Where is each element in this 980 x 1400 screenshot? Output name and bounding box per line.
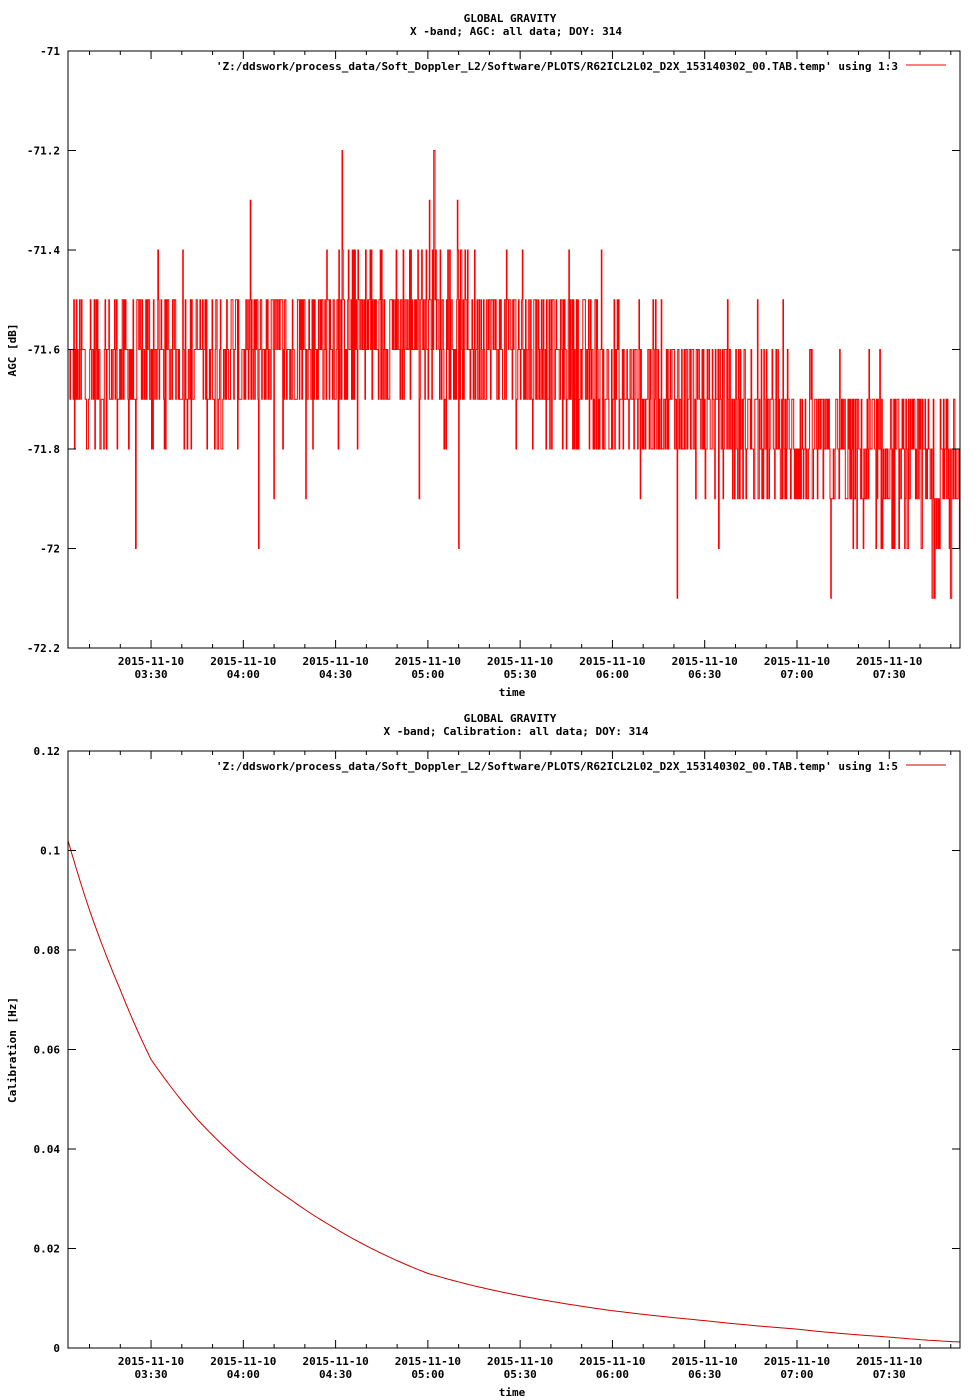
x-tick-date: 2015-11-10 <box>856 655 922 668</box>
calibration-plot-frame <box>67 750 961 1349</box>
y-tick-label: 0.06 <box>34 1044 61 1057</box>
x-tick-date: 2015-11-10 <box>210 1355 276 1368</box>
x-tick-date: 2015-11-10 <box>302 1355 368 1368</box>
y-tick-label: 0.12 <box>34 745 61 758</box>
x-tick-time: 05:00 <box>411 1368 444 1381</box>
x-tick-date: 2015-11-10 <box>487 1355 553 1368</box>
y-tick-label: -71.2 <box>27 145 60 158</box>
x-tick-time: 04:30 <box>319 1368 352 1381</box>
x-tick-date: 2015-11-10 <box>302 655 368 668</box>
x-tick-time: 03:30 <box>134 1368 167 1381</box>
x-tick-date: 2015-11-10 <box>487 655 553 668</box>
calibration-chart: GLOBAL GRAVITY X -band; Calibration: all… <box>6 712 961 1399</box>
x-tick-date: 2015-11-10 <box>764 655 830 668</box>
y-tick-label: 0 <box>53 1342 60 1355</box>
agc-plot-frame <box>67 50 961 649</box>
x-tick-date: 2015-11-10 <box>118 1355 184 1368</box>
agc-chart: GLOBAL GRAVITY X -band; AGC: all data; D… <box>6 12 961 699</box>
x-tick-date: 2015-11-10 <box>672 1355 738 1368</box>
calibration-chart-xlabel: time <box>499 1386 526 1399</box>
agc-chart-ylabel: AGC [dB] <box>6 324 19 377</box>
y-tick-label: -71.4 <box>27 244 60 257</box>
x-tick-time: 07:30 <box>873 668 906 681</box>
x-tick-time: 04:00 <box>227 668 260 681</box>
calibration-legend-label: 'Z:/ddswork/process_data/Soft_Doppler_L2… <box>216 760 898 773</box>
x-tick-time: 06:00 <box>596 1368 629 1381</box>
x-tick-time: 04:30 <box>319 668 352 681</box>
x-tick-time: 07:00 <box>780 1368 813 1381</box>
x-tick-time: 07:30 <box>873 1368 906 1381</box>
x-tick-time: 06:00 <box>596 668 629 681</box>
calibration-chart-legend: 'Z:/ddswork/process_data/Soft_Doppler_L2… <box>216 760 946 773</box>
x-tick-date: 2015-11-10 <box>118 655 184 668</box>
y-tick-label: 0.04 <box>34 1143 61 1156</box>
calibration-chart-ylabel: Calibration [Hz] <box>6 997 19 1103</box>
agc-chart-xlabel: time <box>499 686 526 699</box>
y-tick-label: 0.02 <box>34 1243 61 1256</box>
calibration-chart-subtitle: X -band; Calibration: all data; DOY: 314 <box>384 725 649 738</box>
y-tick-label: -71 <box>40 45 60 58</box>
agc-series-line <box>68 150 961 599</box>
x-tick-date: 2015-11-10 <box>395 1355 461 1368</box>
x-tick-date: 2015-11-10 <box>579 1355 645 1368</box>
x-tick-time: 05:30 <box>504 668 537 681</box>
x-tick-date: 2015-11-10 <box>764 1355 830 1368</box>
calibration-series-line <box>67 840 961 1343</box>
calibration-chart-title: GLOBAL GRAVITY <box>464 712 557 725</box>
x-tick-time: 07:00 <box>780 668 813 681</box>
agc-chart-subtitle: X -band; AGC: all data; DOY: 314 <box>410 25 622 38</box>
y-tick-label: -72.2 <box>27 642 60 655</box>
x-tick-time: 05:30 <box>504 1368 537 1381</box>
x-tick-date: 2015-11-10 <box>856 1355 922 1368</box>
y-tick-label: 0.08 <box>34 944 61 957</box>
x-tick-date: 2015-11-10 <box>395 655 461 668</box>
x-tick-time: 06:30 <box>688 668 721 681</box>
y-tick-label: -71.8 <box>27 443 60 456</box>
x-tick-date: 2015-11-10 <box>210 655 276 668</box>
x-tick-time: 04:00 <box>227 1368 260 1381</box>
y-tick-label: 0.1 <box>40 845 60 858</box>
x-tick-date: 2015-11-10 <box>579 655 645 668</box>
x-tick-time: 03:30 <box>134 668 167 681</box>
x-tick-time: 05:00 <box>411 668 444 681</box>
y-tick-label: -71.6 <box>27 344 60 357</box>
x-tick-time: 06:30 <box>688 1368 721 1381</box>
x-tick-date: 2015-11-10 <box>672 655 738 668</box>
agc-chart-legend: 'Z:/ddswork/process_data/Soft_Doppler_L2… <box>216 60 946 73</box>
agc-chart-title: GLOBAL GRAVITY <box>464 12 557 25</box>
y-tick-label: -72 <box>40 543 60 556</box>
agc-legend-label: 'Z:/ddswork/process_data/Soft_Doppler_L2… <box>216 60 898 73</box>
